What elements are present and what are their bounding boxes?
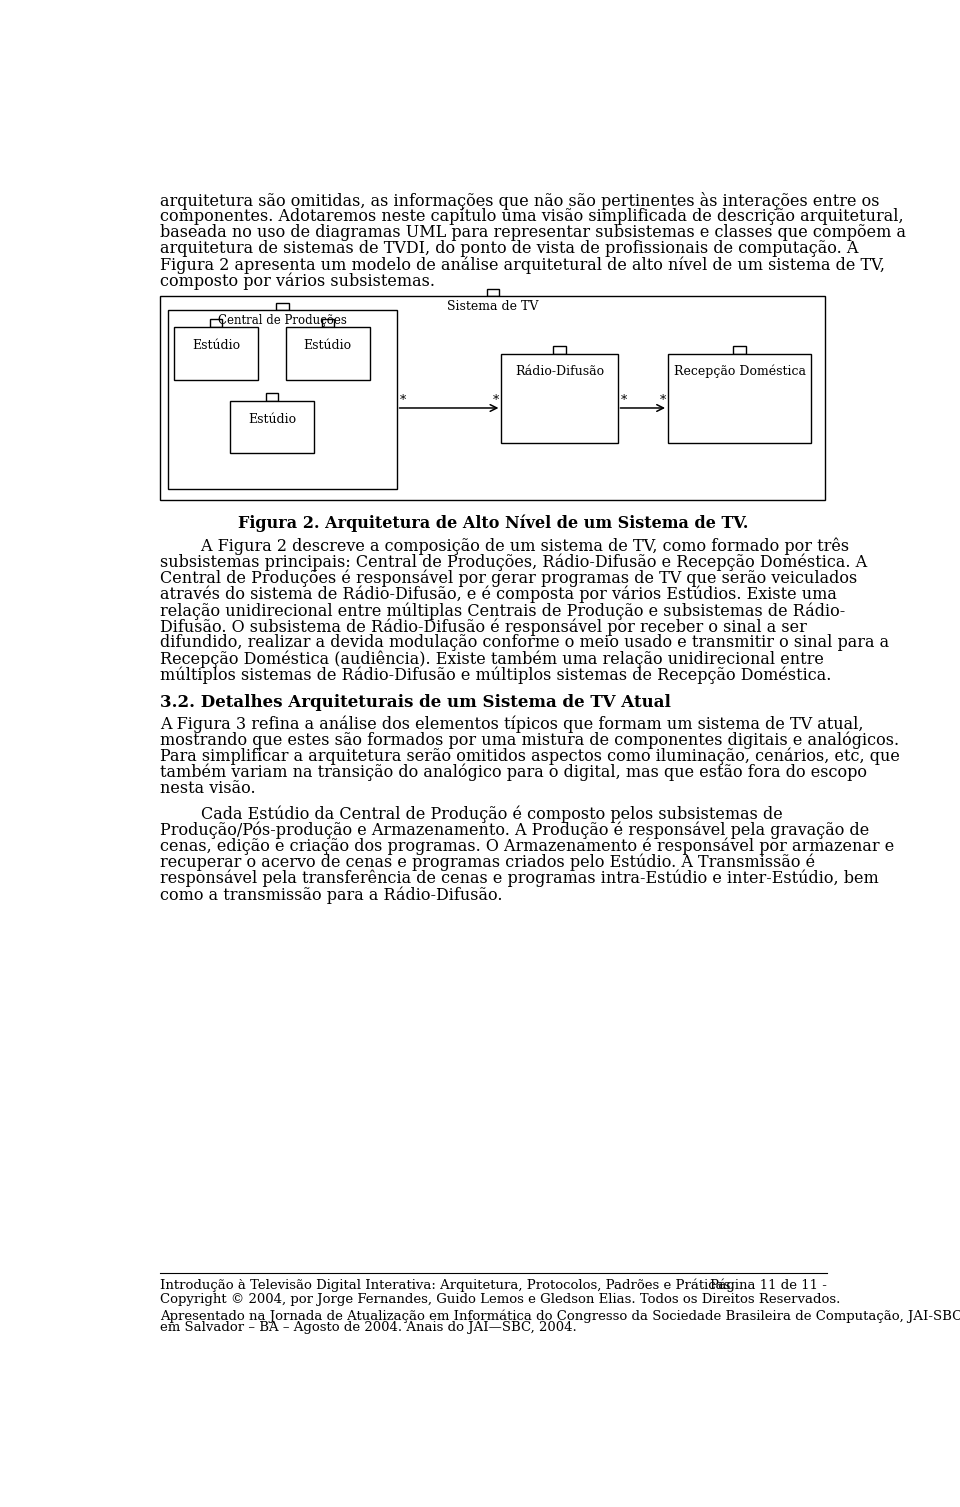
Text: Recepção Doméstica (audiência). Existe também uma relação unidirecional entre: Recepção Doméstica (audiência). Existe t… xyxy=(160,651,825,668)
Text: responsável pela transferência de cenas e programas intra-Estúdio e inter-Estúdi: responsável pela transferência de cenas … xyxy=(160,870,879,888)
Text: mostrando que estes são formados por uma mistura de componentes digitais e analó: mostrando que estes são formados por uma… xyxy=(160,731,900,749)
Bar xyxy=(210,319,223,327)
Text: em Salvador – BA – Agosto de 2004. Anais do JAI—SBC, 2004.: em Salvador – BA – Agosto de 2004. Anais… xyxy=(160,1322,577,1334)
Text: recuperar o acervo de cenas e programas criados pelo Estúdio. A Transmissão é: recuperar o acervo de cenas e programas … xyxy=(160,854,815,871)
Text: composto por vários subsistemas.: composto por vários subsistemas. xyxy=(160,273,435,289)
Text: subsistemas principais: Central de Produções, Rádio-Difusão e Recepção Doméstica: subsistemas principais: Central de Produ… xyxy=(160,553,868,571)
Bar xyxy=(276,303,289,310)
Text: Sistema de TV: Sistema de TV xyxy=(447,300,539,313)
Text: Estúdio: Estúdio xyxy=(248,413,296,426)
Text: componentes. Adotaremos neste capítulo uma visão simplificada de descrição arqui: componentes. Adotaremos neste capítulo u… xyxy=(160,208,904,225)
Text: Produção/Pós-produção e Armazenamento. A Produção é responsável pela gravação de: Produção/Pós-produção e Armazenamento. A… xyxy=(160,821,870,839)
Text: relação unidirecional entre múltiplas Centrais de Produção e subsistemas de Rádi: relação unidirecional entre múltiplas Ce… xyxy=(160,601,846,619)
Bar xyxy=(168,310,396,488)
Text: Figura 2 apresenta um modelo de análise arquitetural de alto nível de um sistema: Figura 2 apresenta um modelo de análise … xyxy=(160,256,885,274)
Text: também variam na transição do analógico para o digital, mas que estão fora do es: também variam na transição do analógico … xyxy=(160,764,867,781)
Text: Copyright © 2004, por Jorge Fernandes, Guido Lemos e Gledson Elias. Todos os Dir: Copyright © 2004, por Jorge Fernandes, G… xyxy=(160,1293,841,1307)
Bar xyxy=(175,327,258,380)
Text: Introdução à Televisão Digital Interativa: Arquitetura, Protocolos, Padrões e Pr: Introdução à Televisão Digital Interativ… xyxy=(160,1278,735,1291)
Text: Central de Produções é responsável por gerar programas de TV que serão veiculado: Central de Produções é responsável por g… xyxy=(160,570,857,588)
Text: Rádio-Difusão: Rádio-Difusão xyxy=(515,365,604,378)
Bar xyxy=(266,393,278,401)
Bar xyxy=(230,401,314,454)
Text: como a transmissão para a Rádio-Difusão.: como a transmissão para a Rádio-Difusão. xyxy=(160,886,503,904)
Text: Para simplificar a arquitetura serão omitidos aspectos como iluminação, cenários: Para simplificar a arquitetura serão omi… xyxy=(160,747,900,766)
Text: *: * xyxy=(621,395,627,407)
Bar xyxy=(553,347,565,354)
Bar xyxy=(501,354,617,443)
Bar xyxy=(733,347,746,354)
Text: múltiplos sistemas de Rádio-Difusão e múltiplos sistemas de Recepção Doméstica.: múltiplos sistemas de Rádio-Difusão e mú… xyxy=(160,666,831,684)
Bar xyxy=(322,319,334,327)
Text: 3.2. Detalhes Arquiteturais de um Sistema de TV Atual: 3.2. Detalhes Arquiteturais de um Sistem… xyxy=(160,693,671,711)
Text: através do sistema de Rádio-Difusão, e é composta por vários Estúdios. Existe um: através do sistema de Rádio-Difusão, e é… xyxy=(160,586,837,603)
Text: Cada Estúdio da Central de Produção é composto pelos subsistemas de: Cada Estúdio da Central de Produção é co… xyxy=(160,805,783,823)
Text: *: * xyxy=(399,395,406,407)
Bar xyxy=(668,354,811,443)
Text: *: * xyxy=(492,395,499,407)
Text: Recepção Doméstica: Recepção Doméstica xyxy=(674,365,805,378)
Text: A Figura 3 refina a análise dos elementos típicos que formam um sistema de TV at: A Figura 3 refina a análise dos elemento… xyxy=(160,716,864,732)
Text: Apresentado na Jornada de Atualização em Informática do Congresso da Sociedade B: Apresentado na Jornada de Atualização em… xyxy=(160,1310,960,1323)
Text: cenas, edição e criação dos programas. O Armazenamento é responsável por armazen: cenas, edição e criação dos programas. O… xyxy=(160,838,895,854)
Text: *: * xyxy=(660,395,665,407)
Text: baseada no uso de diagramas UML para representar subsistemas e classes que compõ: baseada no uso de diagramas UML para rep… xyxy=(160,225,906,241)
Text: A Figura 2 descreve a composição de um sistema de TV, como formado por três: A Figura 2 descreve a composição de um s… xyxy=(160,538,850,555)
Text: difundido, realizar a devida modulação conforme o meio usado e transmitir o sina: difundido, realizar a devida modulação c… xyxy=(160,634,889,651)
Text: Página 11 de 11 -: Página 11 de 11 - xyxy=(710,1278,827,1291)
Text: arquitetura são omitidas, as informações que não são pertinentes às interações e: arquitetura são omitidas, as informações… xyxy=(160,191,879,209)
Bar xyxy=(160,297,826,500)
Text: Figura 2. Arquitetura de Alto Nível de um Sistema de TV.: Figura 2. Arquitetura de Alto Nível de u… xyxy=(238,514,749,532)
Bar xyxy=(487,289,499,297)
Text: Difusão. O subsistema de Rádio-Difusão é responsável por receber o sinal a ser: Difusão. O subsistema de Rádio-Difusão é… xyxy=(160,618,807,636)
Text: Central de Produções: Central de Produções xyxy=(218,313,347,327)
Bar xyxy=(286,327,370,380)
Text: arquitetura de sistemas de TVDI, do ponto de vista de profissionais de computaçã: arquitetura de sistemas de TVDI, do pont… xyxy=(160,240,858,258)
Text: nesta visão.: nesta visão. xyxy=(160,781,256,797)
Text: Estúdio: Estúdio xyxy=(192,339,240,353)
Text: Estúdio: Estúdio xyxy=(303,339,351,353)
